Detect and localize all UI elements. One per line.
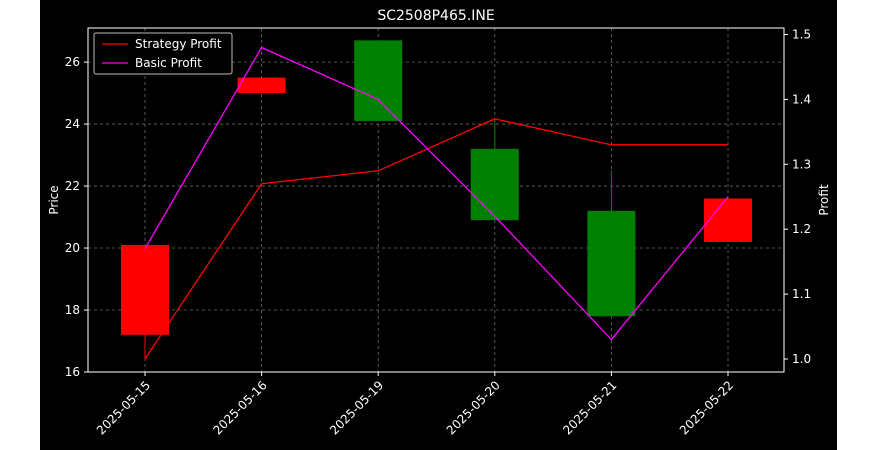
candle-body — [587, 210, 636, 317]
candle-body — [121, 244, 169, 335]
legend-label-strategy: Strategy Profit — [135, 37, 222, 51]
profit-lines — [144, 46, 729, 360]
y-tick-label-right: 1.0 — [792, 352, 811, 366]
y-tick-label-left: 24 — [65, 117, 80, 131]
y-axis-label-left: Price — [47, 185, 61, 214]
y-tick-label-left: 22 — [65, 179, 80, 193]
candle-body — [704, 198, 752, 242]
y-tick-label-right: 1.1 — [792, 287, 811, 301]
legend: Strategy Profit Basic Profit — [93, 32, 233, 75]
y-tick-label-right: 1.4 — [792, 92, 811, 106]
legend-box — [93, 32, 233, 75]
candle-body — [470, 148, 519, 221]
candle-body — [354, 40, 403, 121]
chart-title: SC2508P465.INE — [377, 8, 494, 24]
candle-body — [237, 77, 286, 94]
plot-frame — [87, 27, 785, 373]
y-tick-label-right: 1.3 — [792, 157, 811, 171]
y-tick-label-left: 26 — [65, 55, 80, 69]
candlesticks — [121, 40, 752, 360]
y-axis-label-right: Profit — [817, 184, 831, 216]
basic-profit-line — [144, 46, 729, 341]
y-tick-label-right: 1.2 — [792, 222, 811, 236]
legend-label-basic: Basic Profit — [135, 56, 202, 70]
y-tick-label-left: 18 — [65, 303, 80, 317]
strategy-profit-line — [144, 118, 728, 360]
y-tick-label-right: 1.5 — [792, 27, 811, 41]
y-tick-label-left: 16 — [65, 365, 80, 379]
y-tick-label-left: 20 — [65, 241, 80, 255]
